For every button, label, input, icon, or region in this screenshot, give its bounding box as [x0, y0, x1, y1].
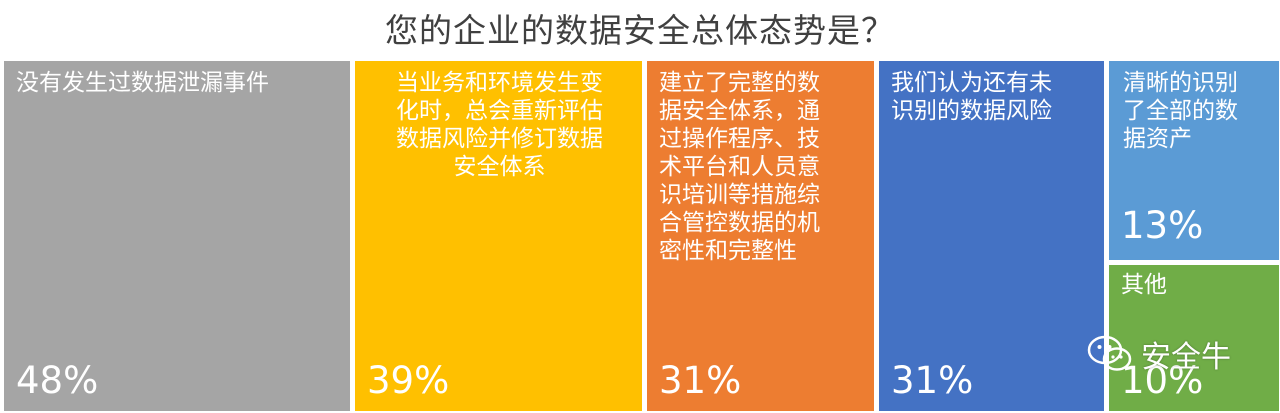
treemap-tile: 当业务和环境发生变 化时，总会重新评估 数据风险并修订数据 安全体系 39%	[355, 61, 642, 411]
treemap-tile: 清晰的识别 了全部的数 据资产 13%	[1109, 61, 1279, 260]
treemap-tile: 建立了完整的数 据安全体系，通 过操作程序、技 术平台和人员意 识培训等措施综 …	[647, 61, 874, 411]
treemap-tile-value: 31%	[659, 359, 742, 402]
watermark-text: 安全牛	[1141, 340, 1231, 375]
treemap-tile: 我们认为还有未 识别的数据风险 31%	[879, 61, 1104, 411]
treemap-tile-value: 10%	[1121, 359, 1204, 402]
chart-title: 您的企业的数据安全总体态势是？	[385, 11, 895, 50]
treemap-tile-label: 没有发生过数据泄漏事件	[16, 70, 269, 96]
treemap-tile-label: 我们认为还有未 识别的数据风险	[891, 70, 1052, 124]
watermark: 安全牛	[1087, 333, 1231, 375]
treemap-tile-label: 当业务和环境发生变 化时，总会重新评估 数据风险并修订数据 安全体系	[396, 70, 603, 180]
treemap-tile-value: 13%	[1121, 204, 1204, 247]
treemap-tile-label: 其他	[1121, 272, 1167, 298]
treemap-tile-value: 31%	[891, 359, 974, 402]
treemap-tile: 其他 10%	[1109, 265, 1279, 411]
treemap-tile-value: 39%	[367, 359, 450, 402]
treemap-tile-label: 建立了完整的数 据安全体系，通 过操作程序、技 术平台和人员意 识培训等措施综 …	[659, 70, 820, 264]
wechat-icon	[1087, 335, 1132, 371]
treemap-tile: 没有发生过数据泄漏事件 48%	[4, 61, 350, 411]
treemap-tile-label: 清晰的识别 了全部的数 据资产	[1123, 70, 1238, 152]
treemap-tile-value: 48%	[16, 359, 99, 402]
